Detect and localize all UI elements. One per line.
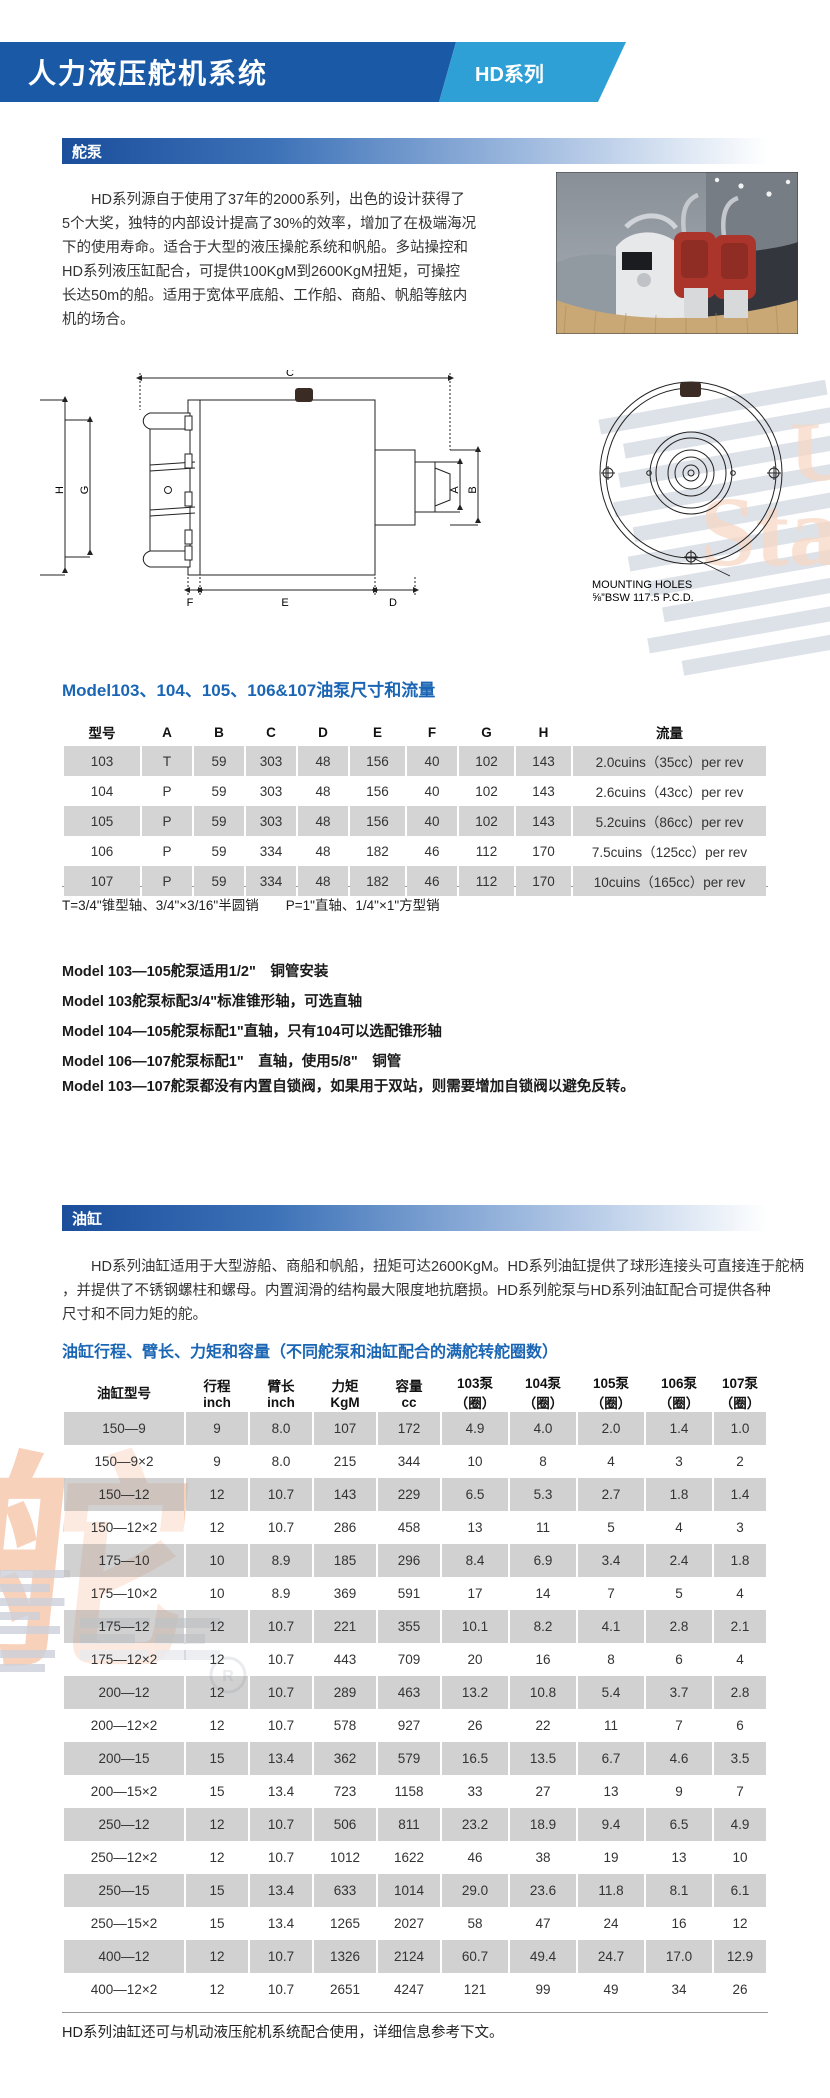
- svg-text:MOUNTING HOLES: MOUNTING HOLES: [592, 579, 692, 591]
- svg-text:D: D: [389, 597, 397, 609]
- svg-text:⅝”BSW 117.5 P.C.D.: ⅝”BSW 117.5 P.C.D.: [592, 592, 694, 604]
- svg-text:E: E: [281, 597, 288, 609]
- svg-text:B: B: [467, 486, 479, 493]
- svg-text:G: G: [79, 486, 91, 495]
- svg-text:C: C: [286, 370, 294, 379]
- svg-text:A: A: [449, 486, 461, 494]
- svg-text:H: H: [54, 486, 66, 494]
- svg-text:F: F: [187, 597, 194, 609]
